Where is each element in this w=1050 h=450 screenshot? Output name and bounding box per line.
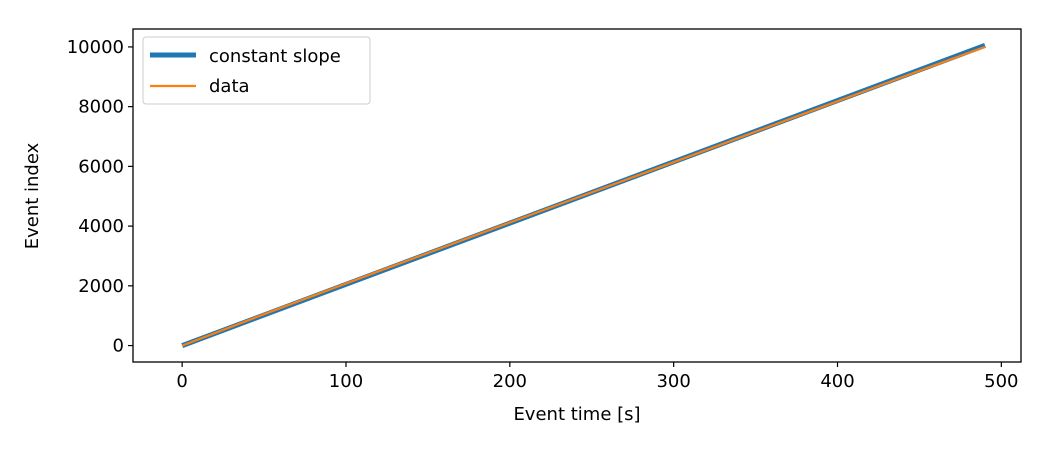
y-axis: 0 2000 4000 6000 8000 10000 <box>67 37 133 357</box>
x-tick-label: 300 <box>656 371 690 392</box>
x-tick-label: 500 <box>984 371 1018 392</box>
y-tick-label: 2000 <box>78 276 124 297</box>
legend: constant slope data <box>142 36 371 105</box>
x-tick-label: 400 <box>820 371 854 392</box>
legend-label-data: data <box>209 76 250 97</box>
series-line-data <box>181 45 986 347</box>
y-tick-label: 6000 <box>78 156 124 177</box>
y-tick-label: 10000 <box>67 37 124 58</box>
legend-label-constant-slope: constant slope <box>209 46 341 67</box>
legend-box <box>142 36 371 105</box>
x-axis-label: Event time [s] <box>513 404 640 425</box>
y-tick-label: 8000 <box>78 97 124 118</box>
series-layer <box>181 43 986 348</box>
y-tick-label: 0 <box>113 336 124 357</box>
plot-frame <box>132 28 1022 363</box>
x-tick-label: 200 <box>493 371 527 392</box>
y-tick-label: 4000 <box>78 216 124 237</box>
x-tick-label: 100 <box>329 371 363 392</box>
x-tick-label: 0 <box>176 371 187 392</box>
y-axis-label: Event index <box>22 142 43 249</box>
x-axis: 0 100 200 300 400 500 <box>176 362 1019 392</box>
